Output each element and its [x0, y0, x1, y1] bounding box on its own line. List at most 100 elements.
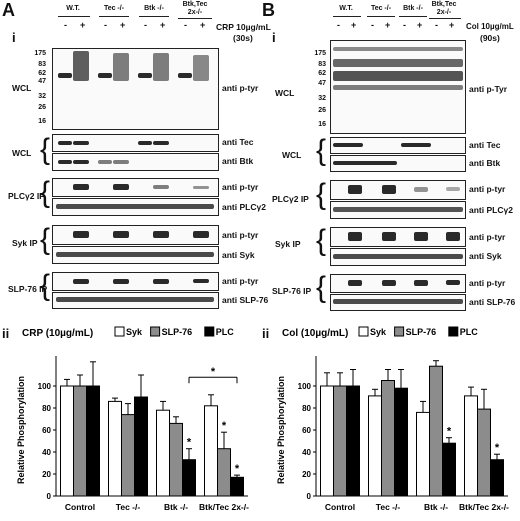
- blot-label: anti Syk: [222, 250, 255, 260]
- legend-label: PLC: [216, 327, 235, 337]
- mw-marker: 32: [38, 93, 46, 100]
- blot-btk-a: [52, 153, 219, 171]
- blot-plc-ptyr-a: [52, 178, 219, 197]
- x-tick-label: Btk -/-: [424, 502, 448, 512]
- blot-label: anti SLP-76: [222, 295, 269, 305]
- panel-b-letter: B: [262, 0, 275, 20]
- y-tick-label: 0: [47, 492, 52, 501]
- significance-star: *: [211, 366, 216, 378]
- brace-icon: {: [40, 176, 51, 209]
- bar-syk: [320, 385, 334, 497]
- legend-swatch: [150, 326, 161, 337]
- stim-label-b: Col 10µg/mL: [466, 22, 514, 31]
- bar-slp-76: [477, 408, 491, 497]
- legend-swatch: [448, 326, 459, 337]
- mw-marker: 16: [318, 121, 326, 128]
- bar-slp-76: [73, 385, 87, 497]
- y-tick-label: 40: [42, 448, 51, 457]
- legend-swatch: [204, 326, 215, 337]
- bar-slp-76: [121, 414, 135, 497]
- y-axis-title: Relative Phosphorylation: [276, 376, 286, 484]
- mw-marker: 26: [318, 107, 326, 114]
- blot-label: anti p-tyr: [469, 278, 506, 288]
- blot-label: anti p-tyr: [222, 230, 259, 240]
- stim-time-b: (90s): [480, 33, 500, 43]
- group-bracket: [367, 16, 395, 17]
- sign-minus: -: [64, 20, 67, 30]
- bar-plc: [442, 442, 456, 497]
- ip-label-syk: Syk IP: [12, 238, 38, 248]
- sign-plus: +: [120, 20, 126, 30]
- legend-label: SLP-76: [162, 327, 193, 337]
- group-label-dko-1: Btk,Tec: [182, 1, 208, 8]
- ip-label-slp: SLP-76 IP: [8, 284, 48, 294]
- bar-slp-76: [333, 385, 347, 497]
- mw-marker: 175: [314, 50, 326, 57]
- y-tick-label: 60: [302, 426, 311, 435]
- x-tick-label: Control: [65, 502, 95, 512]
- group-bracket: [429, 18, 461, 19]
- blot-label: anti p-tyr: [469, 232, 506, 242]
- y-tick-label: 0: [307, 492, 312, 501]
- bar-plc: [182, 459, 196, 497]
- bar-syk: [108, 400, 122, 497]
- chart-col: Col (10µg/mL) Syk SLP-76 PLC 0 20 40 60 80 100 Rel…: [276, 326, 509, 512]
- blot-label: anti Tec: [469, 140, 501, 150]
- blot-syk-ptyr-a: [52, 225, 219, 245]
- blot-wcl-ptyr-a: [52, 48, 219, 130]
- col-title: Col (10µg/mL): [282, 328, 348, 339]
- group-label-dko-2: 2x-/-: [436, 9, 452, 16]
- group-bracket: [139, 16, 169, 17]
- bar-plc: [346, 385, 360, 497]
- mw-marker: 47: [318, 80, 326, 87]
- y-tick-label: 20: [302, 470, 311, 479]
- blot-btk-b: [330, 155, 466, 172]
- sign-plus: +: [351, 20, 357, 30]
- panel-b-sub-i: i: [272, 30, 276, 45]
- bar-syk: [416, 411, 430, 497]
- blot-plc-total-a: [52, 198, 219, 216]
- bar-slp-76: [381, 380, 395, 497]
- blot-slp-ptyr-b: [330, 274, 466, 293]
- group-label-btk: Btk -/-: [144, 5, 164, 12]
- blot-label: anti p-tyr: [222, 276, 259, 286]
- stim-label-a: CRP 10µg/mL: [216, 22, 271, 32]
- brace-icon: {: [316, 134, 327, 167]
- blot-wcl-ptyr-b: [330, 40, 466, 134]
- blot-tec-a: [52, 134, 219, 152]
- bar-syk: [464, 395, 478, 497]
- blot-plc-ptyr-b: [330, 180, 466, 200]
- bar-syk: [156, 409, 170, 497]
- x-tick-label: Tec -/-: [116, 502, 141, 512]
- mw-marker: 175: [34, 50, 46, 57]
- sign-plus: +: [80, 20, 86, 30]
- blot-label: anti PLCγ2: [222, 202, 266, 212]
- legend-label: Syk: [370, 327, 387, 337]
- blot-tec-b: [330, 137, 466, 154]
- panel-a-sub-i: i: [12, 30, 16, 45]
- sign-minus: -: [403, 20, 406, 30]
- sign-minus: -: [144, 20, 147, 30]
- sign-minus: -: [435, 20, 438, 30]
- blot-label: anti p-tyr: [469, 184, 506, 194]
- blot-slp-total-a: [52, 292, 219, 309]
- mw-marker: 16: [38, 118, 46, 125]
- y-tick-label: 20: [42, 470, 51, 479]
- legend-swatch: [114, 326, 125, 337]
- wcl-label: WCL: [282, 150, 302, 160]
- mw-marker: 26: [38, 104, 46, 111]
- x-tick-label: Btk/Tec 2x-/-: [199, 502, 249, 512]
- legend-label: SLP-76: [406, 327, 437, 337]
- blot-syk-total-a: [52, 246, 219, 264]
- y-tick-label: 40: [302, 448, 311, 457]
- blot-label: anti Syk: [469, 251, 502, 261]
- group-bracket: [399, 16, 427, 17]
- sign-plus: +: [385, 20, 391, 30]
- bar-plc: [394, 387, 408, 497]
- legend-label: PLC: [460, 327, 479, 337]
- wcl-label: WCL: [12, 83, 32, 93]
- chart-crp: CRP (10µg/mL) Syk SLP-76 PLC 0 20 40 60 80 100 Rel…: [16, 326, 249, 512]
- mw-marker: 47: [38, 78, 46, 85]
- bar-slp-76: [217, 448, 231, 497]
- bar-plc: [134, 396, 148, 497]
